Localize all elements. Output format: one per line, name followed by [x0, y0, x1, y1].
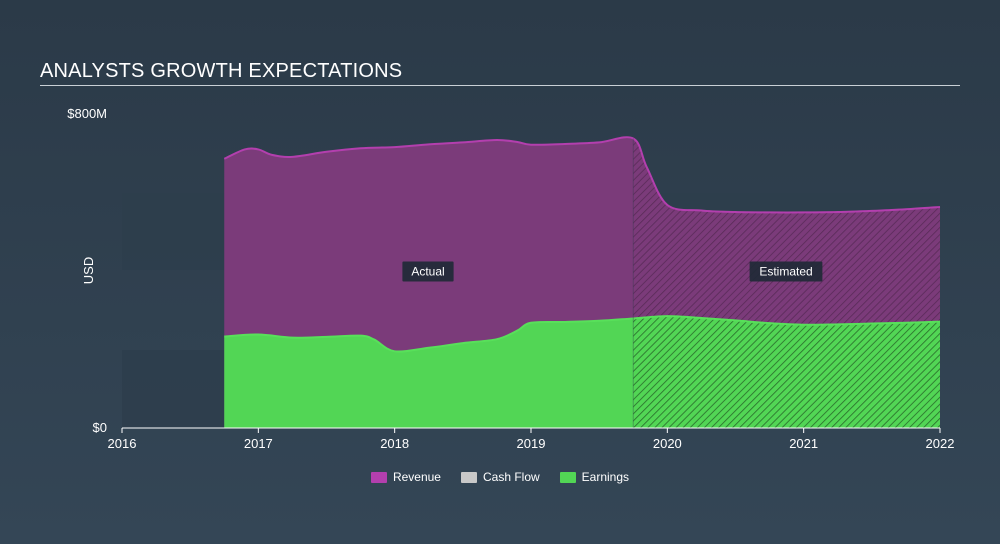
estimate-hatching	[633, 138, 940, 428]
region-label-actual-bg	[402, 261, 454, 282]
region-label-actual-text: Actual	[411, 265, 444, 279]
region-label-estimated: Estimated	[749, 261, 823, 282]
x-tick-label-4: 2020	[653, 436, 682, 451]
y-tick-label-1: $0	[93, 420, 107, 435]
legend-swatch-revenue	[370, 471, 387, 483]
chart-title: ANALYSTS GROWTH EXPECTATIONS	[40, 60, 403, 82]
y-tick-label-0: $800M	[67, 106, 107, 121]
legend-item-earnings[interactable]: Earnings	[559, 470, 630, 484]
x-tick-label-2: 2018	[380, 436, 409, 451]
region-labels: Actual Estimated	[402, 261, 823, 282]
legend-label-earnings: Earnings	[581, 470, 630, 484]
region-label-estimated-bg	[749, 261, 823, 282]
axes: 2016 2017 2018 2019 2020 2021 2022 $800M $0 USD	[67, 106, 954, 451]
x-tick-label-6: 2022	[926, 436, 955, 451]
x-tick-label-3: 2019	[517, 436, 546, 451]
x-tick-label-1: 2017	[244, 436, 273, 451]
legend-item-cash-flow[interactable]: Cash Flow	[460, 470, 540, 484]
series-lines	[223, 136, 941, 428]
x-tick-label-0: 2016	[108, 436, 137, 451]
title-divider	[40, 85, 960, 86]
region-label-actual: Actual	[402, 261, 454, 282]
legend-label-cash-flow: Cash Flow	[482, 470, 540, 484]
hatch-earnings-estimated	[633, 316, 940, 428]
y-axis-label: USD	[81, 257, 96, 284]
legend-label-revenue: Revenue	[392, 470, 441, 484]
legend-swatch-earnings	[559, 471, 576, 483]
x-tick-label-5: 2021	[789, 436, 818, 451]
legend: Revenue Cash Flow Earnings	[0, 470, 1000, 484]
line-revenue	[223, 136, 941, 214]
legend-swatch-cash-flow	[460, 471, 477, 483]
region-label-estimated-text: Estimated	[759, 265, 812, 279]
legend-item-revenue[interactable]: Revenue	[370, 470, 441, 484]
line-earnings	[224, 315, 941, 353]
